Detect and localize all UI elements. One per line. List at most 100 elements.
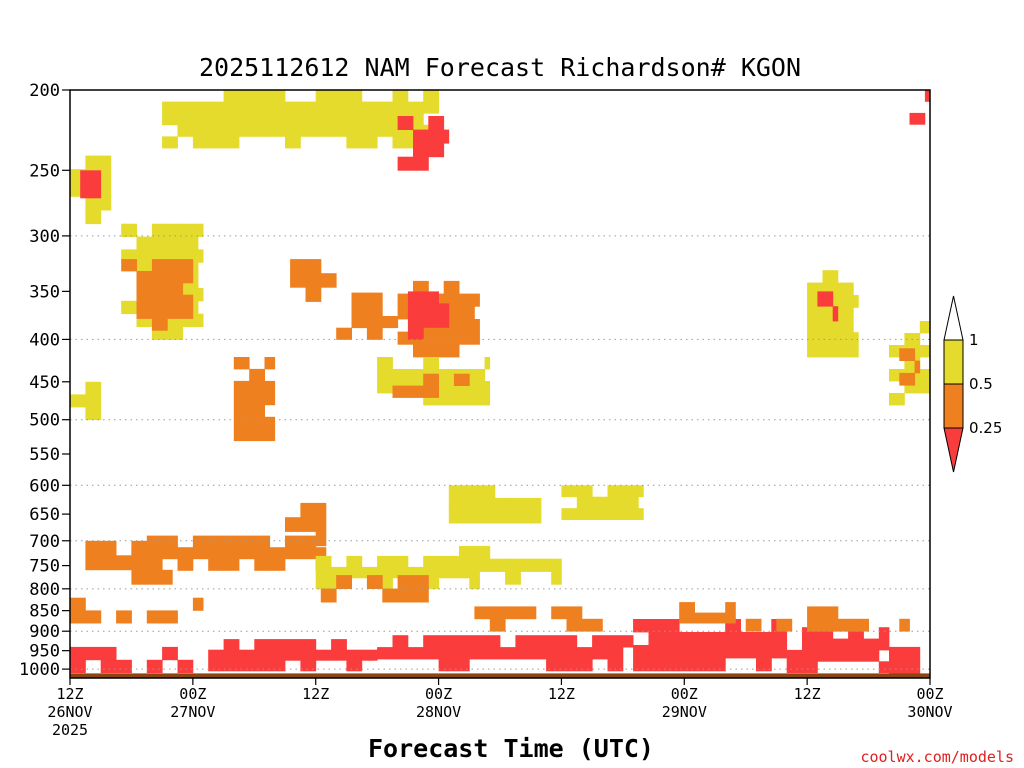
heatmap-cell xyxy=(438,381,455,394)
heatmap-cell xyxy=(474,606,491,620)
heatmap-cell xyxy=(300,124,317,137)
heatmap-cell xyxy=(331,101,347,114)
heatmap-cell xyxy=(597,618,603,632)
heatmap-cell xyxy=(377,381,393,394)
heatmap-cell xyxy=(223,136,240,149)
heatmap-cell xyxy=(208,558,224,571)
heatmap-cell xyxy=(351,304,368,317)
heatmap-cell xyxy=(924,90,931,102)
heatmap-cell xyxy=(397,116,414,130)
heatmap-cell xyxy=(607,485,624,498)
heatmap-cell xyxy=(694,657,711,672)
heatmap-cell xyxy=(459,545,475,560)
heatmap-cell xyxy=(300,639,317,651)
heatmap-cell xyxy=(382,588,399,603)
heatmap-cell xyxy=(679,645,695,659)
y-axis: 200 250 300 350 400 450 500 550 600 650 700 750 8008… xyxy=(19,81,70,680)
heatmap-cell xyxy=(709,657,726,672)
y-tick-label: 250 xyxy=(29,161,60,181)
y-tick-label: 1000 xyxy=(19,660,60,680)
heatmap-cell xyxy=(438,566,455,579)
heatmap-cell xyxy=(392,101,409,114)
heatmap-cell xyxy=(264,392,276,406)
heatmap-cell xyxy=(136,306,153,319)
heatmap-cell xyxy=(146,659,163,674)
heatmap-cell xyxy=(80,170,96,185)
heatmap-cell xyxy=(131,547,148,560)
heatmap-cell xyxy=(85,155,102,170)
legend-label: 0.5 xyxy=(969,375,993,393)
heatmap-cell xyxy=(233,357,250,370)
heatmap-cell xyxy=(469,566,480,579)
heatmap-cell xyxy=(566,618,583,632)
heatmap-cell xyxy=(443,344,460,358)
heatmap-cell xyxy=(837,295,854,308)
heatmap-cell xyxy=(392,647,409,660)
heatmap-cell xyxy=(377,555,393,568)
heatmap-cell xyxy=(254,639,271,651)
heatmap-cell xyxy=(198,249,204,263)
heatmap-cell xyxy=(182,294,194,307)
heatmap-cell xyxy=(438,635,455,648)
heatmap-cell xyxy=(694,612,711,624)
heatmap-cell xyxy=(423,555,439,568)
plot-frame xyxy=(69,89,931,679)
heatmap-cell xyxy=(315,555,332,568)
heatmap-cell xyxy=(254,558,271,571)
heatmap-cell xyxy=(121,259,137,272)
heatmap-cell xyxy=(464,485,480,499)
heatmap-cell xyxy=(233,392,250,406)
heatmap-cell xyxy=(407,369,424,382)
heatmap-cell xyxy=(100,555,117,571)
heatmap-cell xyxy=(167,326,184,340)
heatmap-cell xyxy=(469,577,480,590)
heatmap-cell xyxy=(453,373,470,386)
heatmap-cell xyxy=(182,259,194,272)
heatmap-cell xyxy=(162,535,178,548)
heatmap-cell xyxy=(515,635,532,648)
heatmap-cell xyxy=(484,381,491,394)
legend-swatch-0.25-0.5 xyxy=(943,383,964,429)
heatmap-cell xyxy=(459,558,475,572)
heatmap-cell xyxy=(285,517,301,532)
heatmap-cell xyxy=(305,259,322,274)
heatmap-cell xyxy=(254,124,271,137)
heatmap-cell xyxy=(423,647,439,660)
heatmap-cell xyxy=(300,649,317,661)
heatmap-cell xyxy=(407,101,424,114)
heatmap-cell xyxy=(223,547,240,560)
heatmap-cell xyxy=(151,282,168,296)
y-tick-label: 550 xyxy=(29,445,60,465)
heatmap-cell xyxy=(377,357,393,370)
heatmap-cell xyxy=(607,659,624,672)
heatmap-cell xyxy=(208,113,224,126)
heatmap-cell xyxy=(807,332,823,345)
heatmap-cell xyxy=(848,638,864,651)
heatmap-cell xyxy=(116,610,132,624)
heatmap-cell xyxy=(192,124,209,137)
heatmap-cell xyxy=(407,303,424,316)
heatmap-cell xyxy=(392,369,409,382)
heatmap-cell xyxy=(151,294,168,307)
heatmap-cell xyxy=(285,547,301,560)
heatmap-cell xyxy=(85,196,102,211)
heatmap-cell xyxy=(198,223,204,237)
heatmap-cell xyxy=(438,369,455,382)
heatmap-cell xyxy=(331,124,347,137)
heatmap-cell xyxy=(474,331,480,345)
heatmap-cell xyxy=(162,646,178,661)
heatmap-cell xyxy=(919,381,931,394)
heatmap-cell xyxy=(479,485,496,499)
heatmap-cell xyxy=(633,657,649,672)
heatmap-cell xyxy=(756,657,772,672)
heatmap-cell xyxy=(162,547,178,560)
heatmap-cell xyxy=(889,393,905,406)
x-tick-label: 28NOV xyxy=(416,703,461,721)
heatmap-cell xyxy=(315,531,327,547)
credit-text[interactable]: coolwx.com/models xyxy=(860,748,1014,766)
heatmap-cell xyxy=(233,416,250,430)
heatmap-cell xyxy=(285,113,301,126)
x-tick-label: 00Z xyxy=(179,685,206,703)
heatmap-cell xyxy=(397,588,414,603)
heatmap-cell xyxy=(576,508,593,520)
